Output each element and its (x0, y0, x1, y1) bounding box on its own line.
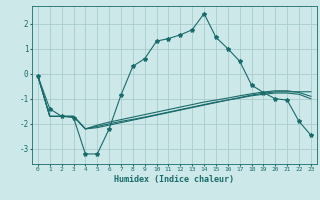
X-axis label: Humidex (Indice chaleur): Humidex (Indice chaleur) (115, 175, 234, 184)
